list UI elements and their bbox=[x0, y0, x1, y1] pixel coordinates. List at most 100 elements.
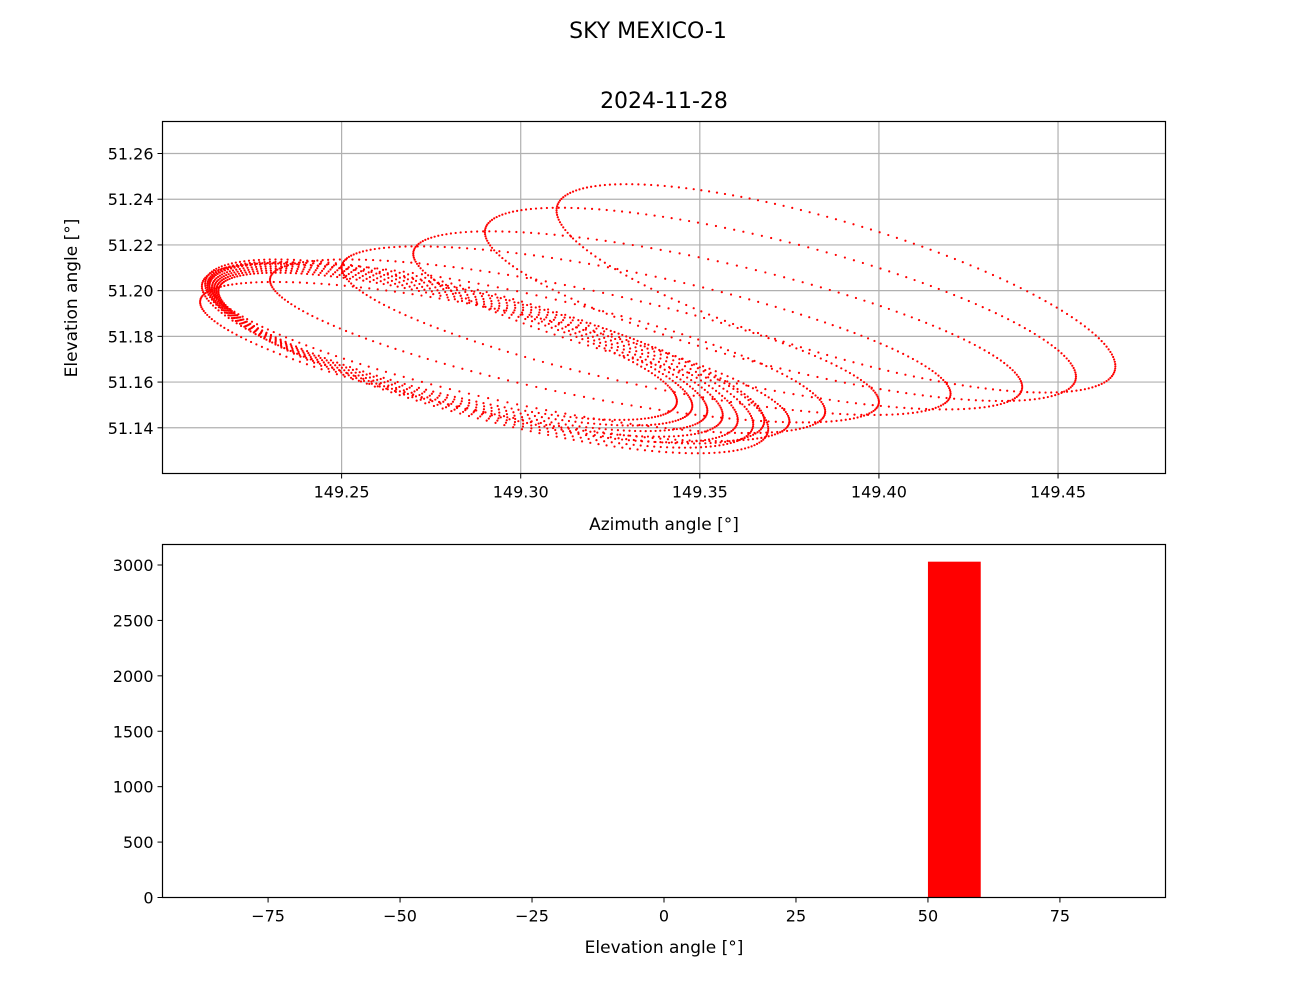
scatter-point bbox=[732, 406, 735, 409]
scatter-point bbox=[816, 396, 819, 399]
scatter-point bbox=[569, 321, 572, 324]
scatter-point bbox=[506, 401, 509, 404]
scatter-point bbox=[529, 303, 532, 306]
scatter-point bbox=[759, 428, 762, 431]
scatter-point bbox=[760, 391, 763, 394]
scatter-point bbox=[427, 401, 431, 404]
scatter-point bbox=[672, 330, 676, 333]
scatter-point bbox=[203, 278, 206, 281]
scatter-point bbox=[381, 388, 385, 391]
scatter-point bbox=[424, 238, 427, 242]
scatter-point bbox=[453, 395, 456, 398]
scatter-point bbox=[843, 358, 846, 362]
scatter-point bbox=[402, 375, 405, 379]
scatter-point bbox=[252, 331, 255, 334]
scatter-point bbox=[808, 316, 811, 319]
scatter-point bbox=[373, 267, 376, 270]
scatter-point bbox=[726, 431, 730, 434]
scatter-point bbox=[767, 427, 770, 430]
scatter-point bbox=[669, 367, 672, 370]
scatter-point bbox=[654, 368, 657, 371]
scatter-point bbox=[585, 186, 589, 189]
scatter-point bbox=[555, 432, 558, 435]
scatter-point bbox=[481, 248, 485, 251]
scatter-point bbox=[657, 360, 661, 363]
scatter-point bbox=[791, 408, 794, 412]
scatter-point bbox=[286, 300, 290, 304]
scatter-point bbox=[534, 279, 538, 282]
scatter-point bbox=[410, 261, 413, 264]
scatter-point bbox=[1103, 342, 1106, 346]
scatter-point bbox=[223, 311, 226, 314]
scatter-point bbox=[555, 205, 559, 208]
scatter-point bbox=[311, 314, 314, 318]
scatter-point bbox=[446, 284, 449, 287]
scatter-point bbox=[402, 350, 405, 353]
scatter-point bbox=[336, 361, 339, 364]
scatter-point bbox=[334, 354, 338, 358]
scatter-point bbox=[1044, 391, 1047, 394]
scatter-point bbox=[236, 275, 239, 278]
scatter-point bbox=[861, 225, 864, 228]
scatter-point bbox=[530, 308, 533, 312]
scatter-point bbox=[721, 434, 724, 438]
scatter-point bbox=[450, 332, 454, 335]
scatter-point bbox=[817, 213, 820, 216]
scatter-point bbox=[1072, 383, 1075, 386]
scatter-point bbox=[683, 446, 687, 449]
scatter-point bbox=[652, 358, 655, 361]
scatter-point bbox=[277, 344, 280, 347]
scatter-point bbox=[217, 290, 220, 293]
scatter-point bbox=[887, 369, 890, 372]
scatter-point bbox=[917, 407, 921, 410]
scatter-point bbox=[674, 419, 677, 422]
scatter-point bbox=[1114, 365, 1117, 368]
scatter-point bbox=[1113, 360, 1116, 363]
scatter-point bbox=[1113, 369, 1116, 372]
scatter-point bbox=[679, 218, 682, 221]
scatter-point bbox=[494, 311, 497, 314]
scatter-point bbox=[747, 438, 750, 441]
scatter-point bbox=[604, 239, 607, 242]
scatter-point bbox=[505, 309, 508, 312]
scatter-point bbox=[698, 366, 701, 369]
scatter-point bbox=[325, 272, 328, 275]
scatter-point bbox=[783, 408, 786, 411]
scatter-point bbox=[1011, 369, 1014, 372]
scatter-point bbox=[515, 319, 518, 322]
scatter-point bbox=[945, 396, 948, 400]
scatter-point bbox=[452, 365, 455, 368]
scatter-point bbox=[249, 272, 252, 276]
scatter-point bbox=[343, 270, 346, 273]
scatter-point bbox=[470, 268, 473, 271]
scatter-point bbox=[823, 411, 827, 415]
scatter-point bbox=[360, 270, 363, 273]
scatter-point bbox=[704, 442, 707, 445]
scatter-point bbox=[278, 353, 282, 356]
scatter-point bbox=[564, 437, 567, 440]
scatter-point bbox=[372, 379, 375, 382]
scatter-point bbox=[764, 388, 767, 391]
scatter-point bbox=[206, 313, 209, 317]
scatter-point bbox=[490, 218, 494, 221]
scatter-point bbox=[479, 291, 482, 295]
scatter-point bbox=[752, 433, 755, 436]
scatter-point bbox=[578, 341, 581, 344]
scatter-point bbox=[749, 397, 752, 401]
scatter-point bbox=[512, 298, 515, 301]
scatter-point bbox=[517, 408, 520, 411]
scatter-point bbox=[701, 439, 705, 443]
scatter-point bbox=[714, 224, 718, 228]
scatter-point bbox=[230, 309, 234, 313]
scatter-point bbox=[414, 260, 417, 263]
scatter-point bbox=[470, 370, 473, 373]
scatter-point bbox=[628, 350, 631, 354]
scatter-point bbox=[598, 418, 601, 421]
scatter-point bbox=[750, 445, 753, 448]
scatter-point bbox=[947, 385, 950, 388]
scatter-point bbox=[640, 340, 643, 344]
scatter-point bbox=[485, 290, 488, 294]
scatter-point bbox=[234, 319, 237, 323]
scatter-point bbox=[931, 324, 935, 327]
scatter-point bbox=[929, 378, 932, 381]
